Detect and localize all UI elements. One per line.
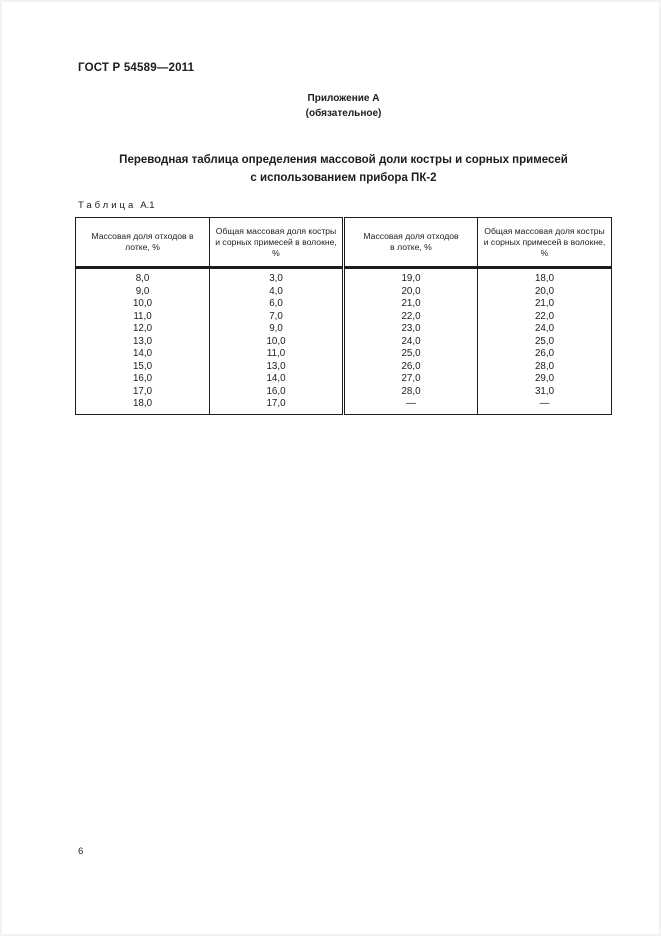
table-cell: 16,0: [209, 385, 344, 398]
table-cell: 22,0: [342, 310, 478, 323]
column-header-waste-share-1: Массовая доля отходов в лотке, %: [75, 217, 210, 269]
table-row: 16,0 14,0 27,0 29,0: [76, 373, 612, 386]
table-row: 17,0 16,0 28,0 31,0: [76, 385, 612, 398]
table-cell: 18,0: [477, 267, 612, 286]
table-cell: 11,0: [133, 310, 152, 322]
table-row: 15,0 13,0 26,0 28,0: [76, 360, 612, 373]
appendix-title: Приложение А: [307, 93, 380, 104]
conversion-table: Массовая доля отходов в лотке, % Общая м…: [75, 217, 612, 415]
table-cell: 20,0: [342, 285, 478, 298]
table-cell: 18,0: [132, 398, 153, 409]
document-title-line2: с использованием прибора ПК-2: [250, 172, 437, 184]
table-cell: 23,0: [342, 323, 478, 336]
table-cell: 8,0: [135, 273, 150, 284]
table-cell: 10,0: [209, 335, 344, 348]
table-cell: 7,0: [209, 310, 344, 323]
table-cell: 24,0: [342, 335, 478, 348]
table-cell: 14,0: [132, 348, 153, 359]
table-cell: —: [477, 398, 612, 414]
document-number: ГОСТ Р 54589—2011: [78, 62, 195, 74]
table-cell: 28,0: [342, 385, 478, 398]
content-area: ГОСТ Р 54589—2011 Приложение А (обязател…: [75, 0, 612, 415]
table-cell: 17,0: [209, 398, 344, 414]
conversion-table-header: Массовая доля отходов в лотке, % Общая м…: [75, 217, 612, 269]
table-cell: 29,0: [477, 373, 612, 386]
table-label-number: А.1: [140, 200, 155, 211]
table-cell: 9,0: [135, 285, 150, 297]
table-cell: 19,0: [342, 267, 478, 286]
table-cell: 15,0: [132, 360, 153, 372]
table-cell: 13,0: [209, 360, 344, 373]
table-cell: 3,0: [209, 267, 344, 286]
conversion-table-body: 8,0 3,0 19,0 18,0 9,0 4,0 20,0 20,0 10,0 6,0 21,0 2…: [76, 267, 612, 414]
table-cell: 14,0: [209, 373, 344, 386]
table-cell: 26,0: [342, 360, 478, 373]
table-cell: 21,0: [477, 298, 612, 311]
table-cell: 17,0: [132, 385, 153, 397]
page-number: 6: [78, 846, 84, 857]
table-cell: 13,0: [132, 335, 153, 347]
table-label-word: Таблица: [78, 200, 137, 211]
table-cell: 31,0: [477, 385, 612, 398]
appendix-subtitle: (обязательное): [305, 108, 382, 119]
table-cell: —: [342, 398, 478, 414]
table-row: 8,0 3,0 19,0 18,0: [76, 267, 612, 286]
table-cell: 24,0: [477, 323, 612, 336]
table-cell: 25,0: [342, 348, 478, 361]
table-cell: 28,0: [477, 360, 612, 373]
document-title-line1: Переводная таблица определения массовой …: [119, 154, 568, 166]
table-cell: 10,0: [132, 298, 153, 309]
table-cell: 16,0: [132, 373, 153, 384]
table-row: 9,0 4,0 20,0 20,0: [76, 285, 612, 298]
table-row: 14,0 11,0 25,0 26,0: [76, 348, 612, 361]
table-cell: 25,0: [477, 335, 612, 348]
appendix-heading: Приложение А (обязательное): [75, 91, 612, 121]
document-title: Переводная таблица определения массовой …: [75, 151, 612, 187]
table-row: 10,0 6,0 21,0 21,0: [76, 298, 612, 311]
table-label: Таблица А.1: [75, 200, 612, 212]
table-cell: 11,0: [209, 348, 344, 361]
header-row: Массовая доля отходов в лотке, % Общая м…: [75, 217, 612, 269]
table-row: 12,0 9,0 23,0 24,0: [76, 323, 612, 336]
table-cell: 12,0: [132, 323, 153, 334]
table-cell: 21,0: [342, 298, 478, 311]
column-header-total-share-2: Общая массовая доля костры и сорных прим…: [477, 217, 612, 269]
table-cell: 4,0: [209, 285, 344, 298]
table-row: 18,0 17,0— —: [76, 398, 612, 414]
column-header-total-share-1: Общая массовая доля костры и сорных прим…: [209, 217, 344, 269]
table-row: 11,0 7,0 22,0 22,0: [76, 310, 612, 323]
table-row: 13,0 10,0 24,0 25,0: [76, 335, 612, 348]
column-header-waste-share-2: Массовая доля отходов в лотке, %: [342, 217, 478, 269]
table-cell: 22,0: [477, 310, 612, 323]
table-cell: 27,0: [342, 373, 478, 386]
table-cell: 9,0: [209, 323, 344, 336]
table-cell: 26,0: [477, 348, 612, 361]
table-cell: 6,0: [209, 298, 344, 311]
table-cell: 20,0: [477, 285, 612, 298]
